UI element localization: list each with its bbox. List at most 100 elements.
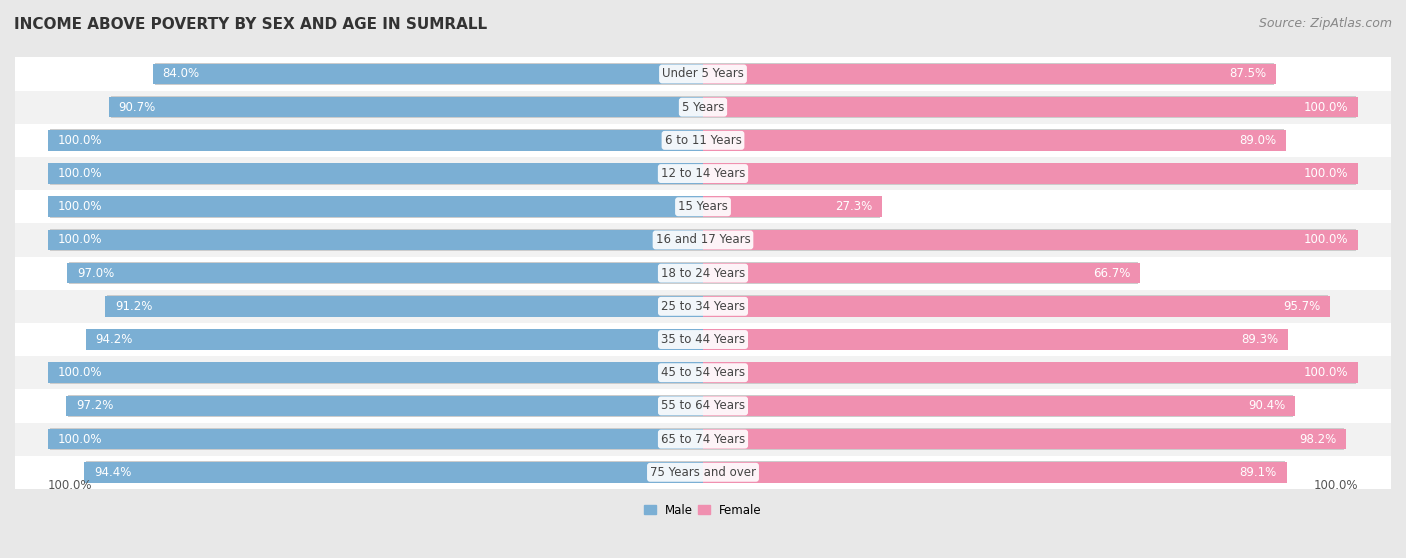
Bar xyxy=(703,429,1347,449)
Bar xyxy=(702,162,1357,185)
Text: 25 to 34 Years: 25 to 34 Years xyxy=(661,300,745,313)
Text: 95.7%: 95.7% xyxy=(1284,300,1320,313)
Bar xyxy=(15,190,1391,223)
Text: 97.2%: 97.2% xyxy=(76,400,114,412)
Bar xyxy=(703,263,1140,283)
Text: 100.0%: 100.0% xyxy=(48,479,93,492)
Text: 35 to 44 Years: 35 to 44 Years xyxy=(661,333,745,346)
Bar xyxy=(49,362,704,384)
Bar xyxy=(703,462,1286,483)
Bar xyxy=(702,295,1329,318)
Bar xyxy=(105,296,703,316)
Bar xyxy=(48,130,703,151)
Text: 100.0%: 100.0% xyxy=(1303,366,1348,379)
Text: 100.0%: 100.0% xyxy=(58,134,103,147)
Bar xyxy=(15,57,1391,90)
Bar xyxy=(67,263,703,283)
Bar xyxy=(15,223,1391,257)
Bar xyxy=(153,64,703,84)
Bar xyxy=(15,90,1391,124)
Bar xyxy=(703,363,1358,383)
Text: 97.0%: 97.0% xyxy=(77,267,114,280)
Bar xyxy=(15,157,1391,190)
Bar xyxy=(15,389,1391,422)
Bar xyxy=(49,229,704,251)
Bar xyxy=(49,196,704,218)
Text: 66.7%: 66.7% xyxy=(1092,267,1130,280)
Bar xyxy=(702,461,1285,483)
Bar xyxy=(48,196,703,217)
Text: 94.2%: 94.2% xyxy=(96,333,134,346)
Text: 94.4%: 94.4% xyxy=(94,466,132,479)
Text: 87.5%: 87.5% xyxy=(1229,68,1267,80)
Bar xyxy=(702,329,1286,350)
Bar xyxy=(15,290,1391,323)
Legend: Male, Female: Male, Female xyxy=(640,499,766,521)
Text: 16 and 17 Years: 16 and 17 Years xyxy=(655,233,751,247)
Text: 100.0%: 100.0% xyxy=(1303,233,1348,247)
Bar xyxy=(15,257,1391,290)
Text: 98.2%: 98.2% xyxy=(1299,432,1337,446)
Text: 100.0%: 100.0% xyxy=(1303,100,1348,114)
Bar xyxy=(703,396,1295,416)
Bar xyxy=(108,97,703,117)
Text: 45 to 54 Years: 45 to 54 Years xyxy=(661,366,745,379)
Text: 18 to 24 Years: 18 to 24 Years xyxy=(661,267,745,280)
Bar xyxy=(703,296,1330,316)
Bar xyxy=(48,163,703,184)
Text: 100.0%: 100.0% xyxy=(58,200,103,213)
Bar xyxy=(155,63,704,85)
Text: 100.0%: 100.0% xyxy=(1313,479,1358,492)
Bar xyxy=(702,196,880,218)
Text: 100.0%: 100.0% xyxy=(58,233,103,247)
Bar xyxy=(702,428,1344,450)
Bar xyxy=(84,462,703,483)
Text: Source: ZipAtlas.com: Source: ZipAtlas.com xyxy=(1258,17,1392,30)
Text: 91.2%: 91.2% xyxy=(115,300,153,313)
Bar xyxy=(15,422,1391,456)
Text: 75 Years and over: 75 Years and over xyxy=(650,466,756,479)
Bar xyxy=(15,456,1391,489)
Text: Under 5 Years: Under 5 Years xyxy=(662,68,744,80)
Bar xyxy=(66,396,703,416)
Bar xyxy=(702,262,1137,284)
Text: 27.3%: 27.3% xyxy=(835,200,872,213)
Bar xyxy=(87,329,704,350)
Bar xyxy=(703,230,1358,250)
Text: 89.1%: 89.1% xyxy=(1240,466,1277,479)
Bar xyxy=(703,196,882,217)
Bar xyxy=(48,429,703,449)
Text: 55 to 64 Years: 55 to 64 Years xyxy=(661,400,745,412)
Text: 100.0%: 100.0% xyxy=(58,167,103,180)
Bar xyxy=(702,395,1294,417)
Bar xyxy=(702,129,1284,151)
Bar xyxy=(702,229,1357,251)
Bar xyxy=(15,356,1391,389)
Bar xyxy=(702,96,1357,118)
Text: 100.0%: 100.0% xyxy=(1303,167,1348,180)
Text: 84.0%: 84.0% xyxy=(163,68,200,80)
Bar xyxy=(49,162,704,185)
Text: 89.3%: 89.3% xyxy=(1241,333,1278,346)
Bar xyxy=(15,323,1391,356)
Text: INCOME ABOVE POVERTY BY SEX AND AGE IN SUMRALL: INCOME ABOVE POVERTY BY SEX AND AGE IN S… xyxy=(14,17,488,32)
Bar xyxy=(48,363,703,383)
Bar xyxy=(15,124,1391,157)
Text: 100.0%: 100.0% xyxy=(58,366,103,379)
Bar xyxy=(702,362,1357,384)
Text: 65 to 74 Years: 65 to 74 Years xyxy=(661,432,745,446)
Text: 5 Years: 5 Years xyxy=(682,100,724,114)
Text: 6 to 11 Years: 6 to 11 Years xyxy=(665,134,741,147)
Bar xyxy=(69,262,704,284)
Text: 90.7%: 90.7% xyxy=(118,100,156,114)
Text: 15 Years: 15 Years xyxy=(678,200,728,213)
Bar xyxy=(702,63,1274,85)
Text: 89.0%: 89.0% xyxy=(1239,134,1277,147)
Bar xyxy=(86,461,704,483)
Bar xyxy=(49,129,704,151)
Bar xyxy=(703,329,1288,350)
Bar xyxy=(67,395,704,417)
Text: 100.0%: 100.0% xyxy=(58,432,103,446)
Bar xyxy=(703,97,1358,117)
Bar xyxy=(703,163,1358,184)
